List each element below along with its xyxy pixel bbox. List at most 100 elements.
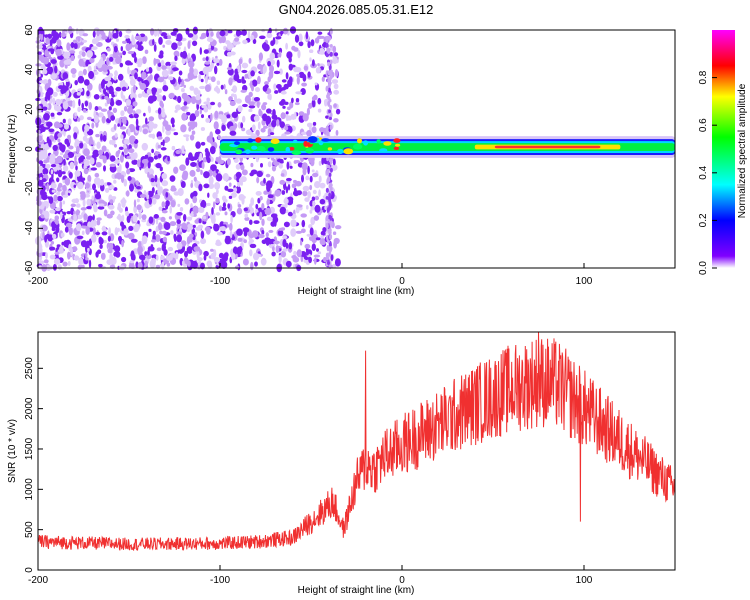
noise-blob bbox=[332, 56, 338, 64]
noise-blob bbox=[276, 59, 280, 68]
noise-blob bbox=[328, 35, 331, 41]
noise-blob bbox=[167, 246, 174, 252]
noise-blob bbox=[249, 249, 253, 257]
colorbar-tick-label: 0.4 bbox=[698, 165, 709, 179]
noise-blob bbox=[196, 168, 201, 173]
noise-blob bbox=[147, 105, 151, 112]
noise-blob bbox=[62, 165, 69, 172]
noise-blob bbox=[301, 162, 308, 171]
noise-blob bbox=[235, 41, 241, 45]
noise-blob bbox=[332, 231, 337, 235]
noise-blob bbox=[177, 187, 184, 197]
noise-blob bbox=[181, 58, 186, 64]
noise-blob bbox=[330, 254, 334, 261]
noise-blob bbox=[86, 240, 90, 247]
noise-blob bbox=[177, 95, 182, 104]
noise-blob bbox=[229, 230, 233, 239]
noise-blob bbox=[327, 161, 331, 165]
band-blob bbox=[293, 139, 298, 144]
noise-blob bbox=[112, 61, 116, 65]
snr-y-label: SNR (10 * v/v) bbox=[7, 419, 18, 483]
noise-blob bbox=[285, 111, 289, 115]
noise-blob bbox=[78, 98, 81, 107]
noise-blob bbox=[274, 159, 278, 168]
noise-blob bbox=[41, 178, 47, 183]
noise-blob bbox=[310, 39, 315, 47]
noise-blob bbox=[202, 57, 206, 61]
y-tick-label: -20 bbox=[24, 181, 35, 196]
noise-blob bbox=[165, 124, 172, 131]
noise-blob bbox=[286, 161, 290, 170]
noise-blob bbox=[213, 257, 220, 263]
noise-blob bbox=[208, 183, 215, 190]
noise-blob bbox=[293, 190, 300, 197]
noise-blob bbox=[191, 260, 198, 269]
noise-blob bbox=[41, 224, 48, 232]
noise-blob bbox=[249, 80, 253, 89]
noise-blob bbox=[257, 197, 261, 204]
noise-blob bbox=[242, 103, 248, 108]
noise-blob bbox=[88, 70, 95, 80]
noise-blob bbox=[148, 116, 155, 122]
noise-blob bbox=[327, 261, 330, 265]
noise-blob bbox=[328, 77, 332, 82]
noise-blob bbox=[50, 169, 54, 175]
noise-blob bbox=[62, 153, 69, 159]
noise-blob bbox=[36, 194, 42, 202]
noise-blob bbox=[208, 176, 214, 185]
noise-blob bbox=[314, 204, 321, 213]
noise-blob bbox=[311, 243, 316, 251]
noise-blob bbox=[76, 203, 81, 208]
colorbar-tick-label: 0.8 bbox=[698, 70, 709, 84]
colorbar-tick-label: 0.0 bbox=[698, 261, 709, 275]
noise-blob bbox=[113, 187, 118, 191]
noise-blob bbox=[190, 162, 197, 167]
noise-blob bbox=[180, 124, 187, 133]
noise-blob bbox=[57, 138, 61, 143]
noise-blob bbox=[107, 248, 113, 254]
noise-blob bbox=[220, 260, 228, 269]
noise-blob bbox=[135, 180, 140, 186]
noise-blob bbox=[71, 73, 76, 78]
noise-blob bbox=[210, 31, 214, 37]
noise-blob bbox=[304, 243, 311, 249]
noise-blob bbox=[86, 206, 92, 210]
noise-blob bbox=[309, 175, 313, 183]
noise-blob bbox=[258, 233, 265, 239]
colorbar-tick-label: 0.6 bbox=[698, 118, 709, 132]
noise-blob bbox=[155, 227, 159, 233]
noise-blob bbox=[250, 34, 255, 41]
band-blob bbox=[234, 141, 240, 146]
noise-blob bbox=[128, 148, 135, 153]
noise-blob bbox=[136, 198, 140, 203]
noise-blob bbox=[327, 61, 331, 67]
noise-blob bbox=[130, 92, 137, 101]
noise-blob bbox=[241, 76, 245, 84]
noise-blob bbox=[153, 43, 157, 52]
noise-blob bbox=[66, 96, 71, 102]
noise-blob bbox=[98, 149, 104, 156]
noise-blob bbox=[325, 215, 329, 222]
noise-blob bbox=[275, 36, 282, 40]
noise-blob bbox=[265, 118, 269, 127]
noise-blob bbox=[103, 165, 106, 172]
y-tick-label: 2000 bbox=[24, 397, 35, 420]
noise-blob bbox=[285, 42, 288, 50]
noise-blob bbox=[44, 210, 50, 219]
noise-blob bbox=[100, 178, 104, 186]
noise-blob bbox=[329, 69, 333, 73]
noise-blob bbox=[202, 215, 207, 220]
noise-blob bbox=[109, 163, 117, 167]
noise-blob bbox=[312, 121, 317, 126]
noise-blob bbox=[77, 75, 85, 84]
noise-blob bbox=[229, 130, 237, 136]
noise-blob bbox=[139, 83, 147, 90]
noise-blob bbox=[250, 169, 258, 175]
noise-blob bbox=[126, 168, 131, 175]
noise-blob bbox=[73, 229, 79, 234]
noise-blob bbox=[224, 211, 228, 216]
noise-blob bbox=[114, 227, 119, 236]
noise-blob bbox=[264, 81, 269, 86]
noise-blob bbox=[302, 167, 307, 176]
